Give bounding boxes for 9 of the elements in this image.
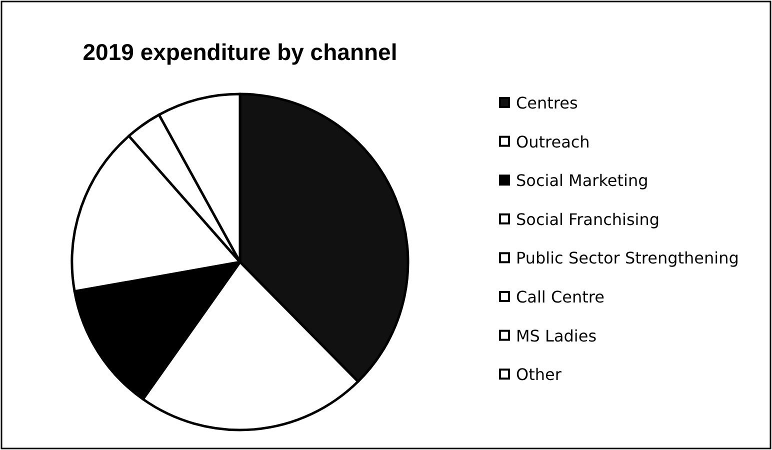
legend-label: Social Marketing [516, 171, 648, 190]
legend-label: Public Sector Strengthening [516, 248, 739, 268]
legend-label: Other [516, 365, 562, 384]
legend-label: Social Franchising [516, 210, 660, 229]
legend-label: Centres [516, 94, 578, 112]
legend-label: Outreach [516, 132, 590, 152]
chart-title: 2019 expenditure by channel [82, 39, 398, 65]
legend-label: Call Centre [516, 288, 604, 306]
legend-label: MS Ladies [516, 326, 597, 346]
